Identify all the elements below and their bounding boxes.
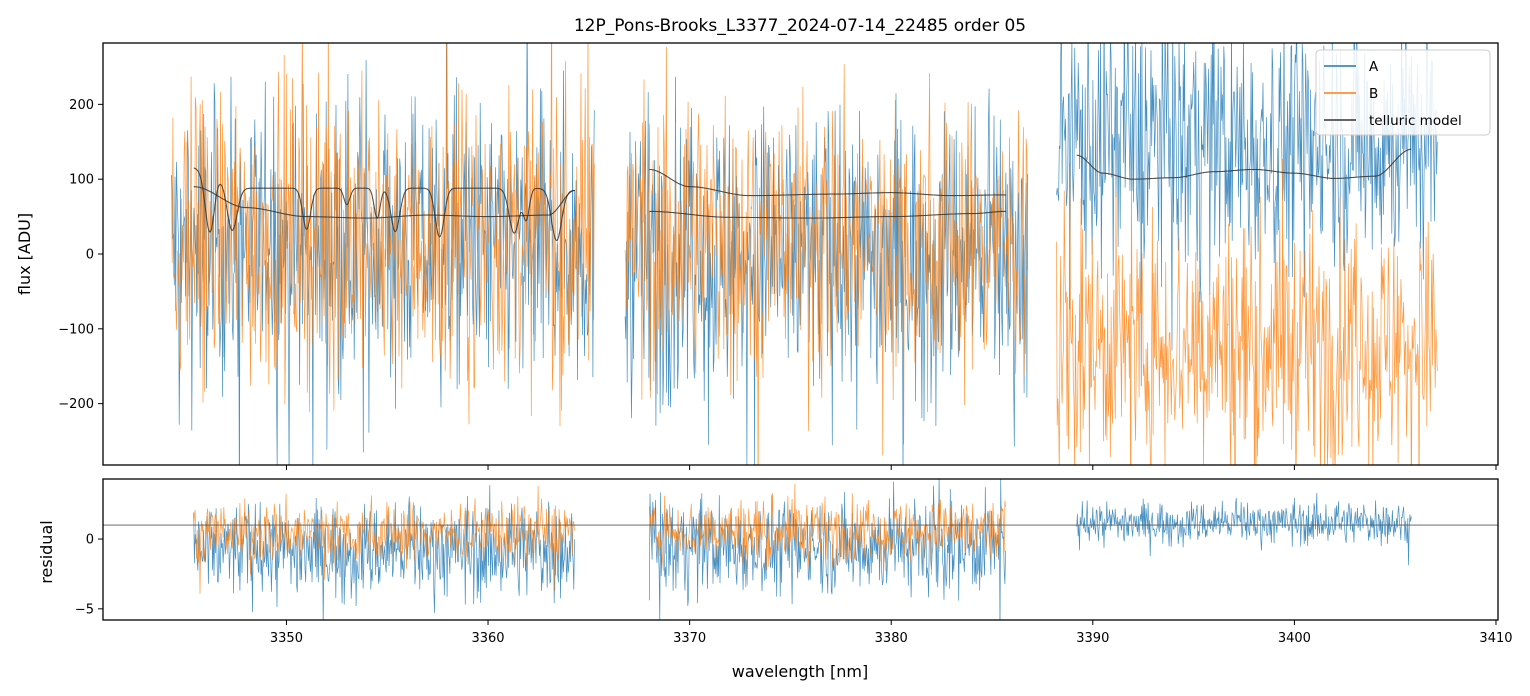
flux-series-b-segment-2 [624,46,1028,465]
flux-y-tick-label-3: 100 [69,173,94,188]
x-tick-label-2: 3370 [673,631,706,646]
x-tick-label-5: 3400 [1278,631,1311,646]
residual-y-ticks: −5 0 [75,533,103,617]
flux-y-tick-label-4: 200 [69,98,94,113]
x-tick-label-4: 3390 [1076,631,1109,646]
flux-y-tick-label-0: −200 [58,397,94,412]
residual-series-b-segment-2 [648,483,1006,585]
x-axis-label: wavelength [nm] [732,662,869,681]
legend: A B telluric model [1315,49,1491,136]
x-tick-label-6: 3410 [1479,631,1512,646]
flux-y-tick-label-2: 0 [86,248,94,263]
x-tick-label-3: 3380 [875,631,908,646]
legend-label-telluric: telluric model [1369,113,1462,129]
legend-label-a: A [1369,59,1379,75]
residual-y-axis-label: residual [37,520,56,583]
x-tick-label-0: 3350 [270,631,303,646]
x-tick-label-1: 3360 [471,631,504,646]
residual-series-b-segment-1 [193,485,575,595]
telluric-model-lines [193,148,1412,242]
residual-y-tick-label-1: 0 [86,533,94,548]
legend-box [1315,49,1491,136]
telluric-model-line-1 [193,186,575,219]
flux-y-axis-label: flux [ADU] [15,213,34,295]
flux-data-series [171,43,1438,465]
telluric-model-line-3 [649,210,1007,219]
residual-y-tick-label-0: −5 [75,602,94,617]
flux-series-b-segment-3 [1056,158,1438,465]
residual-x-ticks: 3350 3360 3370 3380 3390 3400 3410 [270,620,1513,646]
flux-x-ticks [285,465,1497,470]
telluric-model-line-2 [193,167,575,242]
residual-data-series [193,479,1412,620]
residual-series-a-segment-3 [1076,492,1412,566]
chart-title: 12P_Pons-Brooks_L3377_2024-07-14_22485 o… [574,16,1026,36]
residual-series-a-segment-1 [193,484,575,620]
residual-axes-frame [102,478,1499,621]
telluric-model-line-4 [649,168,1007,197]
flux-y-tick-label-1: −100 [58,322,94,337]
telluric-model-line-5 [1076,148,1412,180]
flux-y-ticks: −200 −100 0 100 200 [58,98,103,412]
residual-panel: −5 0 3350 3360 3370 3380 3390 3400 3410 residua… [37,478,1513,646]
flux-panel: −200 −100 0 100 200 flux [ADU] [15,42,1499,470]
legend-label-b: B [1369,86,1378,102]
flux-series-b-segment-1 [171,43,595,427]
